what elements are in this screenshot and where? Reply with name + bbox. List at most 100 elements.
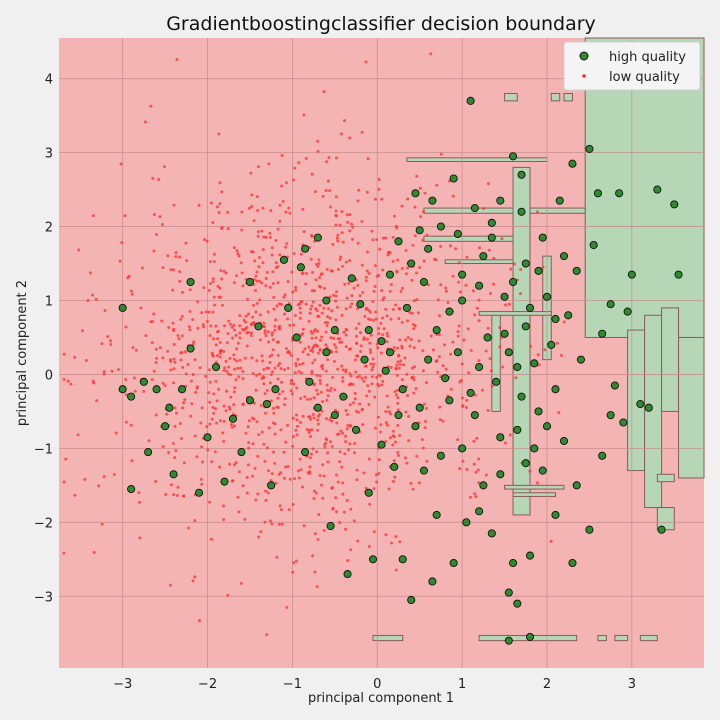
low-quality-point xyxy=(212,295,216,299)
low-quality-point xyxy=(258,313,262,317)
low-quality-point xyxy=(405,319,409,323)
low-quality-point xyxy=(193,434,197,438)
low-quality-point xyxy=(438,418,442,422)
low-quality-point xyxy=(375,375,379,379)
low-quality-point xyxy=(405,461,409,465)
low-quality-point xyxy=(397,317,401,321)
low-quality-point xyxy=(240,210,244,214)
low-quality-point xyxy=(179,358,183,362)
low-quality-point xyxy=(328,189,332,193)
low-quality-point xyxy=(304,282,308,286)
low-quality-point xyxy=(477,319,481,323)
low-quality-point xyxy=(279,508,283,512)
low-quality-point xyxy=(276,364,280,368)
high-quality-point xyxy=(220,477,229,486)
low-quality-point xyxy=(222,368,226,372)
high-quality-point xyxy=(487,529,496,538)
low-quality-point xyxy=(282,295,286,299)
low-quality-point xyxy=(264,284,268,288)
low-quality-point xyxy=(271,450,275,454)
low-quality-point xyxy=(226,227,230,231)
low-quality-point xyxy=(182,401,186,405)
low-quality-point xyxy=(232,246,236,250)
low-quality-point xyxy=(201,460,205,464)
low-quality-point xyxy=(412,299,416,303)
low-quality-point xyxy=(274,318,278,322)
low-quality-point xyxy=(295,424,299,428)
high-quality-points xyxy=(118,96,683,645)
low-quality-point xyxy=(423,426,427,430)
low-quality-point xyxy=(358,294,362,298)
low-quality-point xyxy=(245,331,249,335)
low-quality-point xyxy=(264,489,268,493)
low-quality-point xyxy=(217,211,221,215)
low-quality-point xyxy=(284,245,288,249)
low-quality-point xyxy=(116,368,120,372)
low-quality-point xyxy=(309,307,313,311)
high-quality-point xyxy=(428,577,437,586)
low-quality-point xyxy=(369,362,373,366)
low-quality-point xyxy=(94,297,98,301)
low-quality-point xyxy=(317,258,321,262)
low-quality-point xyxy=(286,465,290,469)
high-quality-point xyxy=(521,259,530,268)
low-quality-point xyxy=(358,331,362,335)
low-quality-point xyxy=(362,471,366,475)
low-quality-point xyxy=(326,179,330,183)
low-quality-point xyxy=(404,249,408,253)
low-quality-point xyxy=(396,450,400,454)
high-quality-point xyxy=(479,481,488,490)
low-quality-point xyxy=(134,348,138,352)
high-quality-region xyxy=(563,92,573,102)
high-quality-point xyxy=(343,570,352,579)
low-quality-point xyxy=(264,334,268,338)
low-quality-point xyxy=(254,498,258,502)
low-quality-point xyxy=(372,289,376,293)
low-quality-point xyxy=(387,410,391,414)
low-quality-point xyxy=(124,377,128,381)
high-quality-point xyxy=(479,252,488,261)
low-quality-point xyxy=(232,323,236,327)
low-quality-point xyxy=(175,494,179,498)
low-quality-point xyxy=(437,355,441,359)
low-quality-point xyxy=(335,236,339,240)
low-quality-point xyxy=(278,253,282,257)
low-quality-point xyxy=(103,308,107,312)
low-quality-point xyxy=(329,336,333,340)
low-quality-point xyxy=(477,298,481,302)
low-quality-point xyxy=(131,345,135,349)
low-quality-point xyxy=(340,132,344,136)
low-quality-point xyxy=(286,366,290,370)
y-tick-label: 4 xyxy=(45,73,53,88)
high-quality-point xyxy=(292,333,301,342)
high-quality-point xyxy=(228,414,238,423)
low-quality-point xyxy=(86,299,90,303)
low-quality-point xyxy=(62,480,66,484)
low-quality-point xyxy=(251,250,255,254)
low-quality-point xyxy=(199,477,203,481)
low-quality-point xyxy=(269,479,273,483)
low-quality-point xyxy=(161,223,165,227)
low-quality-point xyxy=(258,298,262,302)
low-quality-point xyxy=(429,334,433,338)
low-quality-point xyxy=(385,340,389,344)
low-quality-point xyxy=(557,411,561,415)
low-quality-point xyxy=(464,405,468,409)
low-quality-point xyxy=(288,477,292,481)
low-quality-point xyxy=(244,431,248,435)
low-quality-point xyxy=(290,270,294,274)
low-quality-point xyxy=(456,438,460,442)
low-quality-point xyxy=(227,405,231,409)
low-quality-point xyxy=(458,290,462,294)
low-quality-point xyxy=(407,415,411,419)
low-quality-point xyxy=(415,298,419,302)
low-quality-point xyxy=(316,351,320,355)
low-quality-point xyxy=(394,568,398,572)
low-quality-point xyxy=(328,316,332,320)
low-quality-point xyxy=(418,265,422,269)
low-quality-point xyxy=(237,470,241,474)
low-quality-point xyxy=(180,350,184,354)
low-quality-point xyxy=(396,396,400,400)
low-quality-point xyxy=(438,405,442,409)
low-quality-point xyxy=(375,342,379,346)
